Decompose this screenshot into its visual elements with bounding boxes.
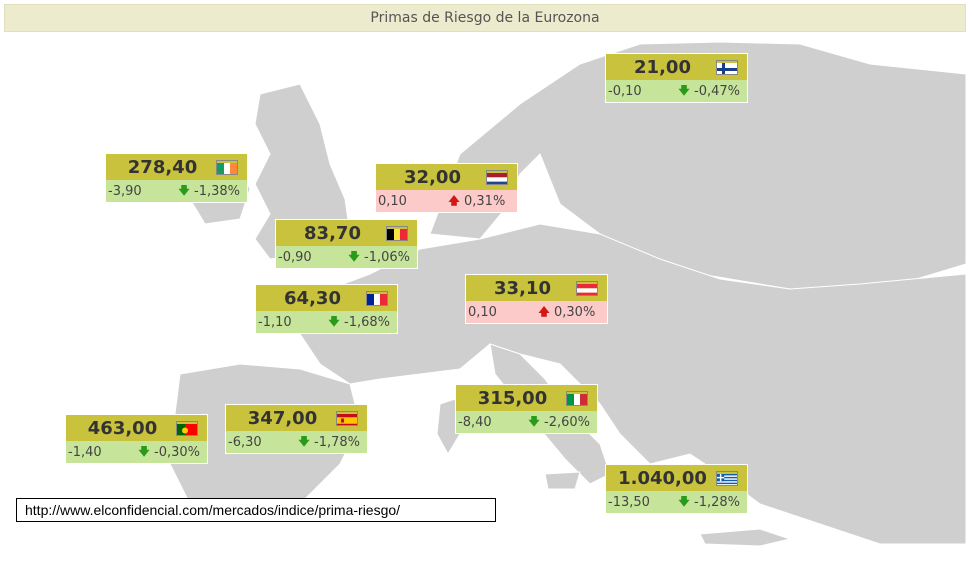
arrow-down-icon: 🡇 — [528, 414, 540, 428]
austria-flag-icon — [576, 281, 598, 296]
country-card-ireland[interactable]: 278,40 -3,90 🡇 -1,38% — [105, 153, 248, 203]
portugal-flag-icon — [176, 421, 198, 436]
risk-premium-value: 347,00 — [247, 407, 318, 429]
change-value: 0,10 — [468, 304, 497, 320]
country-card-france[interactable]: 64,30 -1,10 🡇 -1,68% — [255, 284, 398, 334]
change-value: -0,90 — [278, 249, 312, 265]
country-card-italy[interactable]: 315,00 -8,40 🡇 -2,60% — [455, 384, 598, 434]
arrow-down-icon: 🡇 — [178, 183, 190, 197]
change-value: -1,40 — [68, 444, 102, 460]
country-card-spain[interactable]: 347,00 -6,30 🡇 -1,78% — [225, 404, 368, 454]
arrow-up-icon: 🡅 — [538, 304, 550, 318]
country-card-greece[interactable]: 1.040,00 -13,50 🡇 -1,28% — [605, 464, 748, 514]
change-value: -8,40 — [458, 414, 492, 430]
change-value: -13,50 — [608, 494, 650, 510]
change-value: 0,10 — [378, 193, 407, 209]
change-percent: -1,78% — [314, 434, 360, 450]
risk-premium-value: 33,10 — [494, 277, 551, 299]
france-flag-icon — [366, 291, 388, 306]
arrow-down-icon: 🡇 — [138, 444, 150, 458]
risk-premium-value: 64,30 — [284, 287, 341, 309]
risk-premium-value: 83,70 — [304, 222, 361, 244]
ireland-flag-icon — [216, 160, 238, 175]
risk-premium-value: 1.040,00 — [618, 467, 707, 489]
arrow-up-icon: 🡅 — [448, 193, 460, 207]
italy-flag-icon — [566, 391, 588, 406]
risk-premium-value: 278,40 — [127, 156, 198, 178]
finland-flag-icon — [716, 60, 738, 75]
change-percent: -0,30% — [154, 444, 200, 460]
arrow-down-icon: 🡇 — [678, 83, 690, 97]
change-percent: -1,68% — [344, 314, 390, 330]
change-value: -3,90 — [108, 183, 142, 199]
netherlands-flag-icon — [486, 170, 508, 185]
change-percent: -1,06% — [364, 249, 410, 265]
arrow-down-icon: 🡇 — [348, 249, 360, 263]
country-card-austria[interactable]: 33,10 0,10 🡅 0,30% — [465, 274, 608, 324]
risk-premium-value: 315,00 — [477, 387, 548, 409]
greece-flag-icon — [716, 471, 738, 486]
change-percent: -2,60% — [544, 414, 590, 430]
change-value: -1,10 — [258, 314, 292, 330]
change-value: -0,10 — [608, 83, 642, 99]
country-card-finland[interactable]: 21,00 -0,10 🡇 -0,47% — [605, 53, 748, 103]
country-card-netherlands[interactable]: 32,00 0,10 🡅 0,31% — [375, 163, 518, 213]
risk-premium-value: 463,00 — [87, 417, 158, 439]
country-card-portugal[interactable]: 463,00 -1,40 🡇 -0,30% — [65, 414, 208, 464]
source-url-link[interactable]: http://www.elconfidencial.com/mercados/i… — [16, 498, 496, 522]
change-percent: 0,30% — [554, 304, 596, 320]
arrow-down-icon: 🡇 — [678, 494, 690, 508]
change-percent: -1,38% — [194, 183, 240, 199]
page-title: Primas de Riesgo de la Eurozona — [4, 4, 966, 32]
spain-flag-icon — [336, 411, 358, 426]
change-percent: 0,31% — [464, 193, 506, 209]
risk-premium-value: 21,00 — [634, 56, 691, 78]
change-value: -6,30 — [228, 434, 262, 450]
change-percent: -1,28% — [694, 494, 740, 510]
country-card-belgium[interactable]: 83,70 -0,90 🡇 -1,06% — [275, 219, 418, 269]
change-percent: -0,47% — [694, 83, 740, 99]
arrow-down-icon: 🡇 — [328, 314, 340, 328]
belgium-flag-icon — [386, 226, 408, 241]
arrow-down-icon: 🡇 — [298, 434, 310, 448]
risk-premium-value: 32,00 — [404, 166, 461, 188]
